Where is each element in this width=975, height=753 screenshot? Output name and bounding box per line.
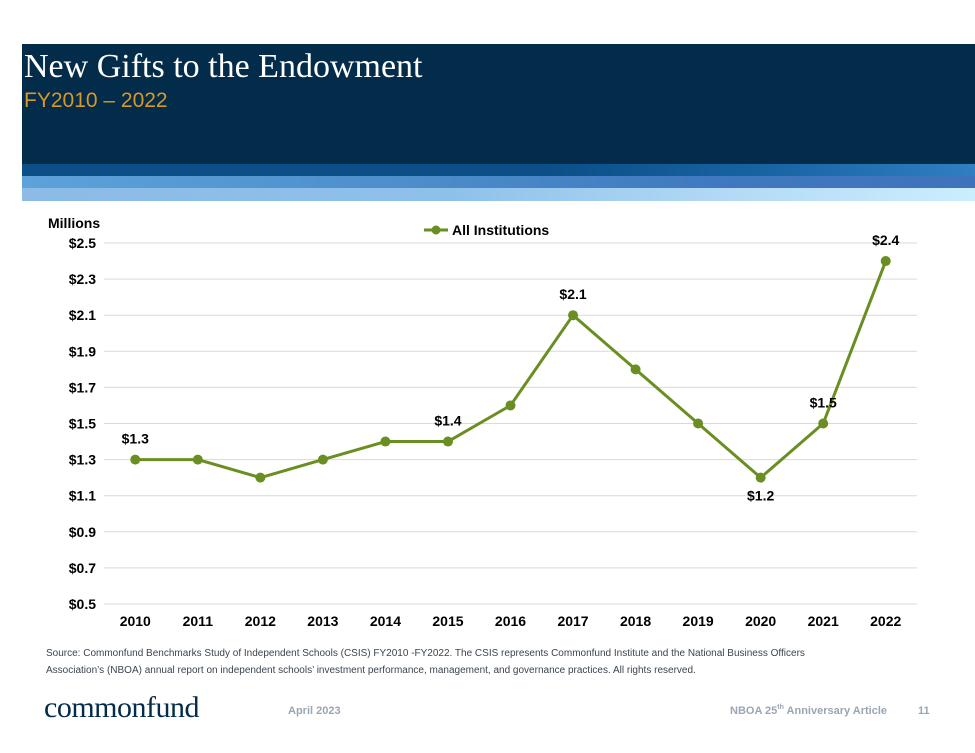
x-tick-label: 2010 [120, 613, 151, 629]
y-tick-label: $2.3 [69, 271, 96, 287]
data-labels: $1.3 $1.4 $2.1 $1.2 $1.5 $2.4 [122, 232, 900, 504]
footer-article-prefix: NBOA 25 [730, 705, 778, 717]
y-tick-label: $1.1 [69, 488, 96, 504]
data-point [192, 454, 203, 465]
footer-date: April 2023 [288, 705, 341, 717]
data-point [255, 472, 266, 483]
data-label: $1.5 [810, 395, 837, 411]
x-tick-label: 2015 [432, 613, 463, 629]
y-tick-label: $0.9 [69, 524, 96, 540]
y-axis-ticks: $0.5 $0.7 $0.9 $1.1 $1.3 $1.5 $1.7 $1.9 $2.1 $2.3… [69, 235, 96, 612]
x-tick-label: 2017 [557, 613, 588, 629]
x-axis-ticks: 2010 2011 2012 2013 2014 2015 2016 2017 2018 2019… [120, 613, 902, 629]
y-tick-label: $2.1 [69, 307, 96, 323]
data-label: $1.4 [434, 413, 461, 429]
x-tick-label: 2011 [183, 613, 214, 629]
decorative-band-medium [22, 176, 975, 188]
series-line [133, 259, 888, 480]
legend-dot-marker [431, 225, 441, 235]
y-tick-label: $1.3 [69, 452, 96, 468]
slide-title: New Gifts to the Endowment [24, 48, 423, 85]
y-tick-label: $1.5 [69, 416, 96, 432]
data-point [380, 436, 391, 447]
data-label: $1.2 [747, 488, 774, 504]
data-point [568, 310, 579, 321]
x-tick-label: 2021 [808, 613, 839, 629]
data-point [818, 418, 829, 429]
data-label: $1.3 [122, 431, 149, 447]
x-tick-label: 2019 [683, 613, 714, 629]
x-tick-label: 2018 [620, 613, 651, 629]
page-number: 11 [918, 705, 930, 717]
commonfund-logo: commonfund [44, 691, 199, 724]
source-line-1: Source: Commonfund Benchmarks Study of I… [46, 648, 805, 659]
x-tick-label: 2013 [307, 613, 338, 629]
title-banner [22, 44, 975, 164]
x-tick-label: 2014 [370, 613, 401, 629]
y-tick-label: $0.7 [69, 560, 96, 576]
footer-article-ordinal: th [777, 704, 784, 711]
y-axis-unit-label: Millions [48, 215, 100, 231]
data-point [505, 400, 516, 411]
data-point [442, 436, 453, 447]
x-tick-label: 2012 [245, 613, 276, 629]
x-tick-label: 2016 [495, 613, 526, 629]
y-tick-label: $1.9 [69, 343, 96, 359]
data-label: $2.1 [559, 286, 586, 302]
data-point [755, 472, 766, 483]
y-tick-label: $0.5 [69, 596, 96, 612]
line-chart: $0.5 $0.7 $0.9 $1.1 $1.3 $1.5 $1.7 $1.9 $2.1 $2.3… [48, 215, 917, 629]
y-tick-label: $2.5 [69, 235, 96, 251]
data-point [317, 454, 328, 465]
footer-article-suffix: Anniversary Article [783, 705, 888, 717]
data-point [880, 256, 891, 267]
slide-subtitle: FY2010 – 2022 [24, 89, 168, 112]
source-line-2: Association’s (NBOA) annual report on in… [46, 665, 696, 676]
data-label: $2.4 [872, 232, 899, 248]
y-tick-label: $1.7 [69, 379, 96, 395]
source-note: Source: Commonfund Benchmarks Study of I… [46, 645, 926, 679]
data-point [630, 364, 641, 375]
decorative-band-dark [22, 164, 975, 176]
series-all-institutions [130, 256, 891, 483]
x-tick-label: 2022 [870, 613, 901, 629]
gridlines [104, 242, 917, 605]
data-point [693, 418, 704, 429]
footer-article-title: NBOA 25th Anniversary Article [730, 704, 887, 718]
x-tick-label: 2020 [745, 613, 776, 629]
legend-item-all-institutions: All Institutions [452, 222, 549, 238]
data-point [130, 454, 141, 465]
chart-legend: All Institutions [424, 222, 549, 238]
decorative-band-light [22, 188, 975, 201]
